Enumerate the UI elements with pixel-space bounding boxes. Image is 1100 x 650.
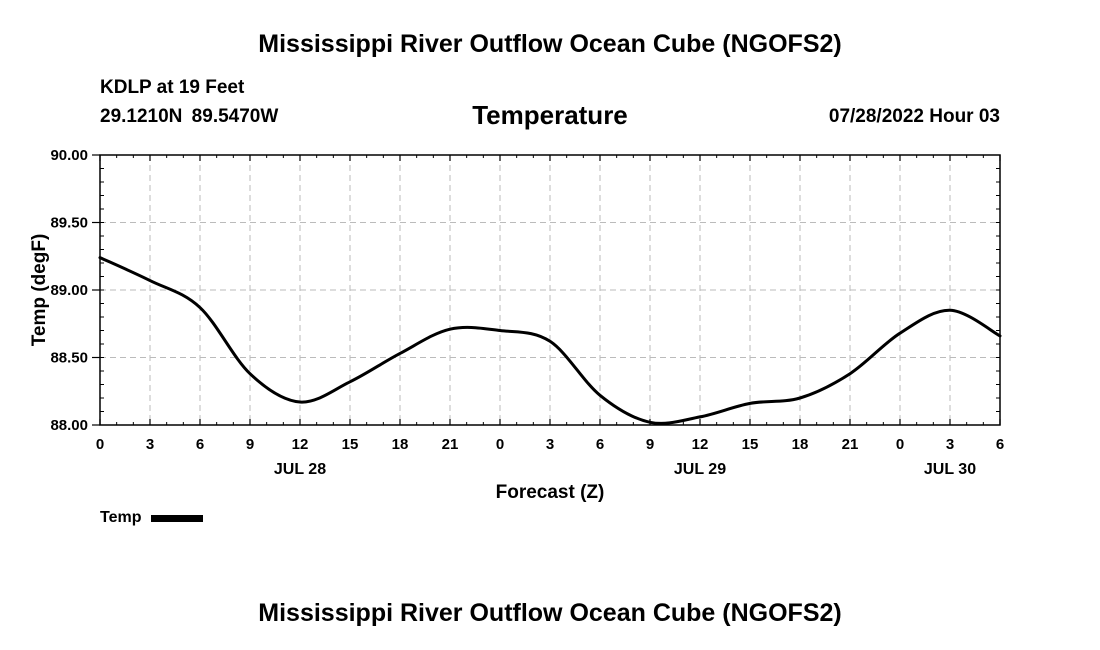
x-tick-label: 0 [896, 436, 904, 453]
x-tick-label: 21 [842, 436, 859, 453]
chart-title-bottom: Mississippi River Outflow Ocean Cube (NG… [258, 599, 842, 627]
y-tick-label: 88.50 [50, 350, 88, 367]
x-tick-label: 0 [496, 436, 504, 453]
x-tick-label: 12 [292, 436, 309, 453]
x-tick-label: 9 [646, 436, 654, 453]
x-tick-label: 3 [146, 436, 154, 453]
date-label: JUL 29 [674, 461, 726, 478]
x-tick-label: 21 [442, 436, 459, 453]
coordinates-label: 29.1210N 89.5470W [100, 106, 279, 127]
y-tick-label: 89.50 [50, 215, 88, 232]
tick-marks [92, 154, 1001, 426]
x-tick-label: 18 [392, 436, 409, 453]
date-labels: JUL 28 JUL 29 JUL 30 [274, 461, 976, 478]
chart-title-top: Mississippi River Outflow Ocean Cube (NG… [258, 30, 842, 58]
x-tick-label: 6 [196, 436, 204, 453]
x-tick-labels: 0 3 6 9 12 15 18 21 0 3 6 9 12 15 18 21 0 3 6 [96, 436, 1004, 453]
legend-line-swatch [151, 514, 204, 522]
x-tick-label: 15 [742, 436, 759, 453]
forecast-datetime: 07/28/2022 Hour 03 [828, 106, 1000, 127]
y-tick-label: 90.00 [50, 147, 88, 164]
x-axis-label: Forecast (Z) [495, 482, 605, 503]
date-label: JUL 28 [274, 461, 326, 478]
y-axis-label: Temp (degF) [29, 233, 50, 347]
x-tick-label: 9 [246, 436, 254, 453]
temp-series-line [98, 256, 1002, 425]
x-tick-label: 15 [342, 436, 359, 453]
y-tick-label: 88.00 [50, 417, 88, 434]
x-tick-label: 3 [946, 436, 954, 453]
legend: Temp [100, 509, 204, 527]
legend-label: Temp [100, 509, 142, 526]
x-tick-label: 6 [596, 436, 604, 453]
y-tick-label: 89.00 [50, 282, 88, 299]
chart-grid [100, 154, 1000, 426]
x-tick-label: 12 [692, 436, 709, 453]
x-tick-label: 6 [996, 436, 1004, 453]
parameter-title: Temperature [472, 100, 628, 130]
x-tick-label: 0 [96, 436, 104, 453]
station-label: KDLP at 19 Feet [100, 77, 245, 98]
date-label: JUL 30 [924, 461, 976, 478]
y-tick-labels: 88.00 88.50 89.00 89.50 90.00 [50, 147, 88, 434]
x-tick-label: 3 [546, 436, 554, 453]
x-tick-label: 18 [792, 436, 809, 453]
